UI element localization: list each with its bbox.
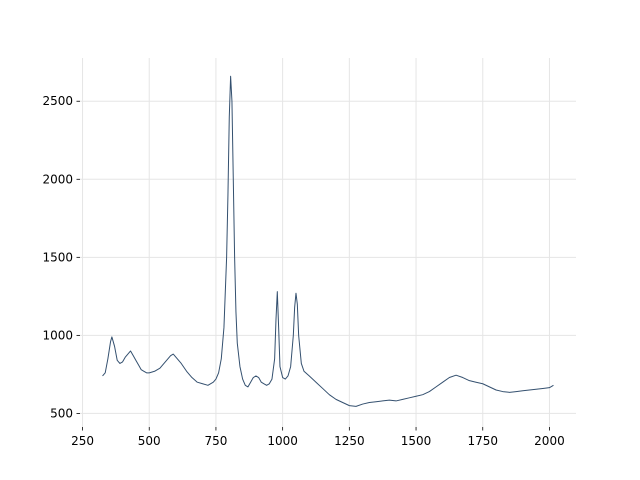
y-tick-label: 1500 (42, 250, 73, 264)
x-tick-label: 1500 (401, 434, 432, 448)
x-tick-label: 750 (204, 434, 227, 448)
x-tick-label: 1250 (334, 434, 365, 448)
y-tick-label: 500 (50, 406, 73, 420)
y-tick-label: 2500 (42, 94, 73, 108)
x-tick-label: 2000 (534, 434, 565, 448)
x-tick-label: 1750 (467, 434, 498, 448)
y-tick-label: 2000 (42, 172, 73, 186)
x-tick-label: 1000 (267, 434, 298, 448)
x-tick-label: 250 (71, 434, 94, 448)
x-tick-label: 500 (138, 434, 161, 448)
y-tick-label: 1000 (42, 328, 73, 342)
data-line (102, 75, 554, 407)
